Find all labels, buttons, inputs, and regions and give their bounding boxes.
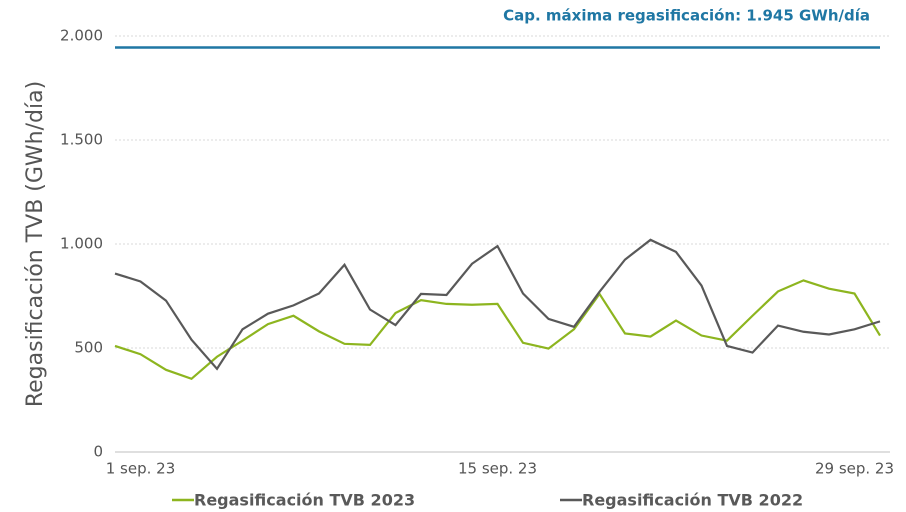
x-tick-label: 15 sep. 23 — [458, 460, 537, 478]
legend-label: Regasificación TVB 2022 — [582, 491, 803, 510]
y-tick-label: 1.500 — [60, 131, 103, 149]
legend-label: Regasificación TVB 2023 — [194, 491, 415, 510]
series-line — [114, 238, 881, 371]
x-tick-label: 29 sep. 23 — [815, 460, 894, 478]
y-tick-label: 0 — [93, 443, 103, 461]
y-tick-label: 1.000 — [60, 235, 103, 253]
y-tick-label: 2.000 — [60, 27, 103, 45]
y-axis-label: Regasificación TVB (GWh/día) — [23, 81, 48, 407]
y-tick-label: 500 — [74, 339, 103, 357]
reference-label: Cap. máxima regasificación: 1.945 GWh/dí… — [503, 7, 870, 25]
series-line — [114, 279, 881, 381]
x-tick-label: 1 sep. 23 — [106, 460, 176, 478]
